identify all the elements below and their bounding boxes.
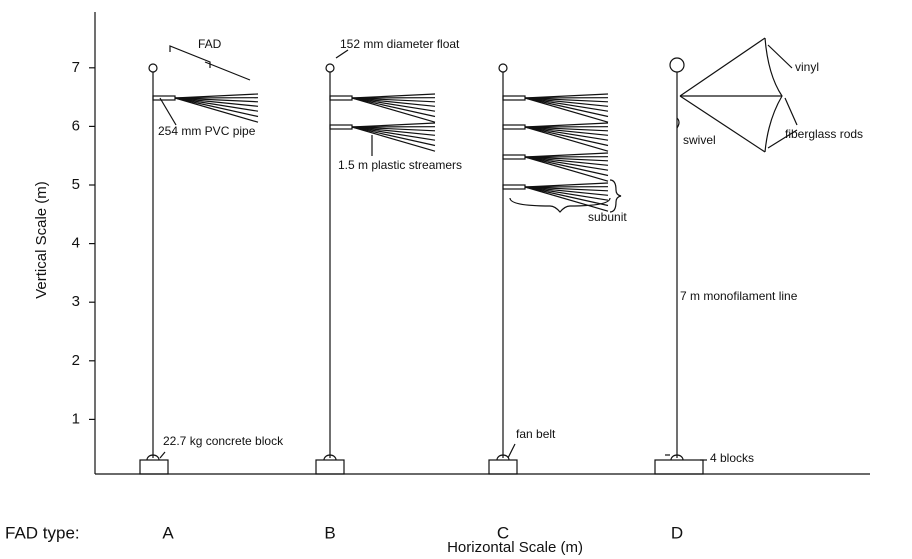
fad-label: C [497, 523, 509, 542]
pvc-pipe [502, 124, 526, 130]
annotation: subunit [588, 210, 627, 224]
annotation: 1.5 m plastic streamers [338, 158, 462, 172]
streamer [524, 156, 609, 166]
y-tick-label: 4 [72, 235, 80, 252]
streamer [524, 126, 609, 152]
streamer [351, 126, 436, 136]
fad-label: B [324, 523, 335, 542]
streamer [524, 126, 609, 136]
x-axis-label: Horizontal Scale (m) [447, 539, 583, 556]
streamer [524, 186, 609, 201]
y-tick-label: 6 [72, 117, 80, 134]
streamer [524, 186, 609, 207]
pvc-pipe [502, 184, 526, 190]
streamer [524, 186, 609, 192]
streamer [174, 93, 259, 99]
streamer [351, 97, 436, 123]
streamer [524, 97, 609, 118]
y-tick-label: 7 [72, 59, 80, 76]
streamer [524, 156, 609, 177]
streamers [152, 93, 609, 212]
y-axis-label: Vertical Scale (m) [33, 181, 50, 299]
streamer [351, 93, 436, 99]
streamer [351, 126, 436, 152]
streamer [524, 126, 609, 132]
streamer [524, 156, 609, 182]
streamer [351, 97, 436, 107]
pvc-pipe [152, 95, 176, 101]
streamer [351, 97, 436, 118]
streamer [351, 126, 436, 141]
y-tick-label: 1 [72, 410, 80, 427]
annotation: 152 mm diameter float [340, 37, 460, 51]
streamer [524, 182, 609, 188]
streamer [524, 186, 609, 212]
fad-label: D [671, 523, 683, 542]
streamer [174, 97, 259, 107]
annotation: vinyl [795, 60, 819, 74]
fad-label: A [162, 523, 174, 542]
streamer [524, 97, 609, 123]
streamer [174, 97, 259, 118]
streamer [351, 97, 436, 112]
streamer [524, 156, 609, 171]
streamer [524, 97, 609, 112]
streamer [351, 97, 436, 103]
annotation: FAD [198, 37, 222, 51]
streamer [351, 122, 436, 128]
pvc-pipe [329, 95, 353, 101]
y-tick-label: 3 [72, 293, 80, 310]
streamer [524, 152, 609, 158]
streamer [174, 97, 259, 112]
streamer [351, 126, 436, 147]
streamer [524, 126, 609, 141]
annotation: fiberglass rods [785, 127, 863, 141]
annotation: swivel [683, 133, 716, 147]
fad-type-label: FAD type: [5, 523, 80, 542]
y-tick-label: 5 [72, 176, 80, 193]
annotation: 4 blocks [710, 451, 754, 465]
annotation: fan belt [516, 427, 556, 441]
streamer [524, 93, 609, 99]
streamer [524, 156, 609, 162]
pvc-pipe [502, 95, 526, 101]
streamer [524, 186, 609, 196]
streamer [351, 126, 436, 132]
fad-structures [139, 37, 798, 475]
streamer [524, 126, 609, 147]
pvc-pipe [502, 154, 526, 160]
y-tick-label: 2 [72, 352, 80, 369]
pvc-pipe [329, 124, 353, 130]
streamer [524, 97, 609, 107]
streamer [524, 122, 609, 128]
annotation: 22.7 kg concrete block [163, 434, 284, 448]
annotation: 7 m monofilament line [680, 289, 798, 303]
streamer [174, 97, 259, 103]
streamer [174, 97, 259, 123]
streamer [524, 97, 609, 103]
annotation: 254 mm PVC pipe [158, 124, 256, 138]
